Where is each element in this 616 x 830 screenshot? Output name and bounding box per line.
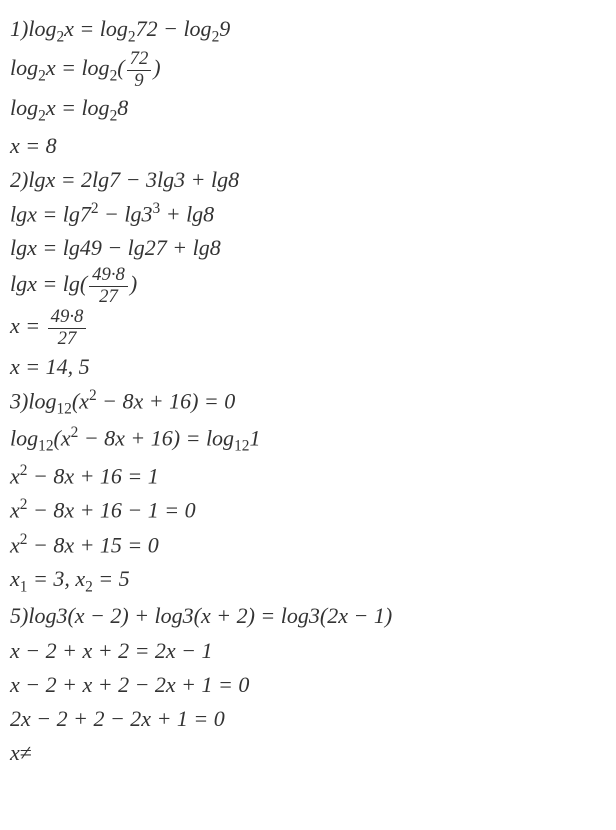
- text: + lg8: [160, 201, 214, 226]
- text: (x: [72, 388, 89, 413]
- subscript: 2: [38, 108, 46, 125]
- text: 9: [219, 16, 230, 41]
- text: 1)log: [10, 16, 56, 41]
- text: 72 − log: [136, 16, 212, 41]
- text: − 8x + 16) = log: [78, 426, 234, 451]
- text: = 3, x: [27, 566, 85, 591]
- superscript: 2: [91, 200, 99, 217]
- equation-line-9: x = 49·827: [10, 307, 606, 349]
- equation-line-12: log12(x2 − 8x + 16) = log121: [10, 421, 606, 459]
- fraction: 729: [127, 49, 152, 91]
- text: − 8x + 16 = 1: [27, 463, 158, 488]
- text: x =: [10, 314, 46, 339]
- text: ): [153, 55, 160, 80]
- equation-line-1: 1)log2x = log272 − log29: [10, 12, 606, 49]
- equation-line-6: lgx = lg72 − lg33 + lg8: [10, 197, 606, 231]
- text: x = log: [46, 55, 110, 80]
- text: 2x − 2 + 2 − 2x + 1 = 0: [10, 706, 225, 731]
- equation-line-3: log2x = log28: [10, 91, 606, 128]
- text: log: [10, 426, 38, 451]
- equation-line-18: x − 2 + x + 2 = 2x − 1: [10, 634, 606, 668]
- subscript: 2: [56, 28, 64, 45]
- text: x: [10, 498, 20, 523]
- text: ): [130, 271, 137, 296]
- text: − 8x + 15 = 0: [27, 532, 158, 557]
- text: lgx = lg7: [10, 201, 91, 226]
- text: = 5: [93, 566, 130, 591]
- text: x: [10, 463, 20, 488]
- text: 2)lgx = 2lg7 − 3lg3 + lg8: [10, 167, 239, 192]
- subscript: 12: [38, 438, 53, 455]
- text: x = log: [64, 16, 128, 41]
- equation-line-2: log2x = log2(729): [10, 49, 606, 91]
- equation-line-11: 3)log12(x2 − 8x + 16) = 0: [10, 384, 606, 422]
- text: 3)log: [10, 388, 56, 413]
- text: x: [10, 532, 20, 557]
- text: lgx = lg(: [10, 271, 87, 296]
- fraction: 49·827: [48, 307, 87, 349]
- equation-line-16: x1 = 3, x2 = 5: [10, 562, 606, 599]
- text: − 8x + 16) = 0: [97, 388, 236, 413]
- text: − lg3: [99, 201, 153, 226]
- equation-line-5: 2)lgx = 2lg7 − 3lg3 + lg8: [10, 163, 606, 197]
- text: x: [10, 740, 20, 765]
- denominator: 27: [89, 287, 128, 308]
- text: x − 2 + x + 2 = 2x − 1: [10, 638, 213, 663]
- text: − 8x + 16 − 1 = 0: [27, 498, 195, 523]
- numerator: 49·8: [89, 265, 128, 287]
- numerator: 72: [127, 49, 152, 71]
- equation-line-8: lgx = lg(49·827): [10, 265, 606, 307]
- denominator: 27: [48, 329, 87, 350]
- not-equal-symbol: ≠: [20, 740, 32, 765]
- text: (x: [54, 426, 71, 451]
- superscript: 2: [89, 387, 97, 404]
- denominator: 9: [127, 71, 152, 92]
- text: lgx = lg49 − lg27 + lg8: [10, 235, 221, 260]
- text: log: [10, 55, 38, 80]
- equation-line-20: 2x − 2 + 2 − 2x + 1 = 0: [10, 702, 606, 736]
- subscript: 2: [38, 68, 46, 85]
- text: 8: [117, 95, 128, 120]
- text: x − 2 + x + 2 − 2x + 1 = 0: [10, 672, 249, 697]
- equation-line-13: x2 − 8x + 16 = 1: [10, 459, 606, 493]
- equation-line-10: x = 14, 5: [10, 350, 606, 384]
- text: 1: [249, 426, 260, 451]
- equation-line-7: lgx = lg49 − lg27 + lg8: [10, 231, 606, 265]
- text: log: [10, 95, 38, 120]
- subscript: 12: [234, 438, 249, 455]
- text: x = log: [46, 95, 110, 120]
- text: 5)log3(x − 2) + log3(x + 2) = log3(2x − …: [10, 603, 392, 628]
- subscript: 2: [85, 579, 93, 596]
- subscript: 2: [128, 28, 136, 45]
- equation-line-15: x2 − 8x + 15 = 0: [10, 528, 606, 562]
- equation-line-14: x2 − 8x + 16 − 1 = 0: [10, 493, 606, 527]
- fraction: 49·827: [89, 265, 128, 307]
- equation-line-4: x = 8: [10, 129, 606, 163]
- equation-line-21: x≠: [10, 736, 606, 770]
- subscript: 12: [56, 400, 71, 417]
- numerator: 49·8: [48, 307, 87, 329]
- text: x = 8: [10, 133, 57, 158]
- text: x: [10, 566, 20, 591]
- text: x = 14, 5: [10, 354, 90, 379]
- equation-line-17: 5)log3(x − 2) + log3(x + 2) = log3(2x − …: [10, 599, 606, 633]
- text: (: [117, 55, 124, 80]
- equation-line-19: x − 2 + x + 2 − 2x + 1 = 0: [10, 668, 606, 702]
